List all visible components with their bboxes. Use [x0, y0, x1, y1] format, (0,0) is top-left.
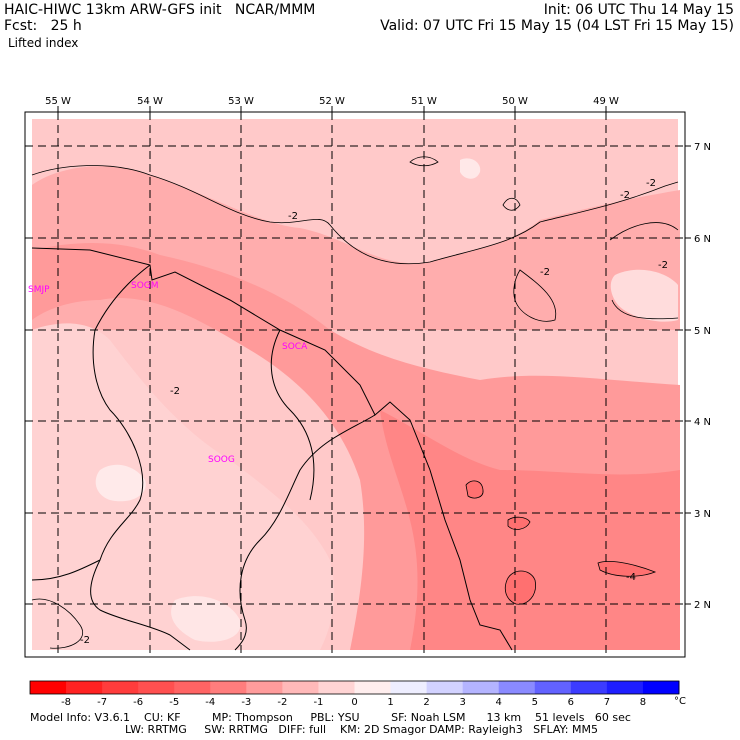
colorbar-cell — [174, 681, 211, 694]
contour-label: -2 — [288, 211, 298, 222]
lon-label: 50 W — [502, 96, 528, 107]
field-area-h — [610, 269, 678, 322]
colorbar-tick-label: 6 — [568, 697, 574, 708]
colorbar-tick-label: -3 — [241, 697, 251, 708]
colorbar-cell — [66, 681, 103, 694]
colorbar-tick-label: 3 — [459, 697, 465, 708]
field-area-f — [171, 596, 241, 642]
model-info-line2: LW: RRTMG SW: RRTMG DIFF: full KM: 2D Sm… — [125, 723, 598, 736]
colorbar-tick-label: -8 — [61, 697, 71, 708]
lat-labels: 7 N 6 N 5 N 4 N 3 N 2 N — [694, 142, 711, 611]
axis-ticks — [57, 106, 691, 605]
colorbar: -8 -7 -6 -5 -4 -3 -2 -1 0 1 2 3 4 5 6 7 8 °C — [29, 680, 686, 708]
lon-labels: 55 W 54 W 53 W 52 W 51 W 50 W 49 W — [45, 96, 619, 107]
contour-label: -2 — [620, 190, 630, 201]
station-label-smjp: SMJP — [28, 285, 50, 295]
field-name: Lifted index — [8, 36, 79, 50]
contour-label: -2 — [540, 267, 550, 278]
field-area-e — [95, 464, 146, 502]
colorbar-cell — [354, 681, 392, 694]
lat-label: 2 N — [694, 600, 711, 611]
lat-label: 7 N — [694, 142, 711, 153]
convective-cell-d — [597, 561, 657, 577]
contour-line-e — [409, 156, 439, 167]
colorbar-tick-label: 0 — [351, 697, 357, 708]
colorbar-tick-label: -5 — [169, 697, 179, 708]
contour-label: -4 — [626, 572, 636, 583]
lat-label: 4 N — [694, 417, 711, 428]
colorbar-frame — [29, 680, 680, 695]
colorbar-tick-label: -2 — [277, 697, 287, 708]
colorbar-tick-label: 2 — [423, 697, 429, 708]
grid-lines — [25, 112, 685, 657]
colorbar-cell — [210, 681, 247, 694]
colorbar-cell — [426, 681, 464, 694]
model-info-line1: Model Info: V3.6.1 CU: KF MP: Thompson P… — [30, 711, 631, 724]
lon-label: 53 W — [228, 96, 254, 107]
lon-label: 52 W — [319, 96, 345, 107]
colorbar-cell — [498, 681, 536, 694]
colorbar-unit: °C — [674, 696, 686, 707]
colorbar-tick-label: 1 — [387, 697, 393, 708]
contour-label: -2 — [80, 635, 90, 646]
border-river — [270, 329, 315, 501]
init-time: Init: 06 UTC Thu 14 May 15 — [543, 2, 734, 18]
colorbar-tick-label: -6 — [133, 697, 143, 708]
border-suriname-guiana — [234, 414, 376, 651]
station-label-sogm: SOGM — [131, 281, 159, 291]
lat-label: 3 N — [694, 509, 711, 520]
field-area-c — [380, 410, 680, 650]
colorbar-cell — [390, 681, 428, 694]
contour-label: -2 — [170, 386, 180, 397]
colorbar-tick-label: 7 — [604, 697, 610, 708]
colorbar-cell — [570, 681, 608, 694]
colorbar-tick-label: 8 — [640, 697, 646, 708]
colorbar-cell — [30, 681, 67, 694]
colorbar-cell — [462, 681, 500, 694]
station-label-soog: SOOG — [208, 455, 235, 465]
border-brazil — [31, 559, 101, 581]
lon-label: 54 W — [137, 96, 163, 107]
colorbar-cell — [246, 681, 283, 694]
map-title: HAIC-HIWC 13km ARW-GFS init NCAR/MMM — [4, 2, 316, 18]
colorbar-cell — [642, 681, 680, 694]
colorbar-tick-label: -1 — [313, 697, 323, 708]
colorbar-cell — [534, 681, 572, 694]
lon-label: 49 W — [593, 96, 619, 107]
colorbar-cells — [30, 681, 680, 694]
lat-label: 6 N — [694, 234, 711, 245]
colorbar-tick-label: 4 — [496, 697, 502, 708]
forecast-hour: Fcst: 25 h — [4, 18, 82, 34]
contour-label: -2 — [646, 178, 656, 189]
colorbar-tick-label: -4 — [205, 697, 215, 708]
contour-line-d — [611, 299, 679, 320]
lon-label: 55 W — [45, 96, 71, 107]
colorbar-cell — [606, 681, 644, 694]
contour-line-c — [513, 269, 557, 322]
colorbar-cell — [318, 681, 355, 694]
valid-time: Valid: 07 UTC Fri 15 May 15 (04 LST Fri … — [380, 18, 734, 34]
lon-label: 51 W — [411, 96, 437, 107]
colorbar-cell — [102, 681, 139, 694]
contour-line-g — [31, 598, 83, 649]
convective-cell-b — [504, 570, 536, 605]
colorbar-cell — [138, 681, 175, 694]
colorbar-tick-label: -7 — [97, 697, 107, 708]
contour-line-b — [609, 222, 679, 241]
contour-label: -2 — [658, 260, 668, 271]
station-labels: SMJP SOGM SOCA SOOG — [28, 281, 308, 465]
lat-label: 5 N — [694, 326, 711, 337]
colorbar-tick-labels: -8 -7 -6 -5 -4 -3 -2 -1 0 1 2 3 4 5 6 7 8 — [61, 697, 646, 708]
field-area-g — [460, 158, 481, 179]
contour-labels: -2 -2 -2 -2 -2 -2 -2 -4 — [80, 178, 668, 646]
colorbar-cell — [282, 681, 319, 694]
colorbar-tick-label: 5 — [532, 697, 538, 708]
station-label-soca: SOCA — [282, 342, 308, 352]
contour-line-a — [31, 165, 679, 265]
convective-cell-a — [465, 480, 484, 499]
contour-line-f — [502, 197, 521, 211]
map-frame — [24, 111, 686, 658]
field-area-d — [32, 323, 335, 650]
